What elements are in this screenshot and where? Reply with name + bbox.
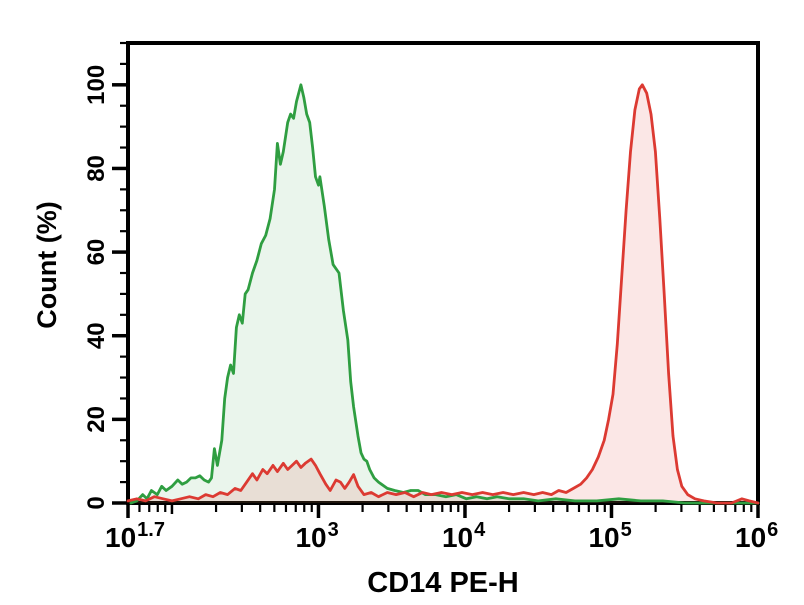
y-axis-tick-labels: 0 20 40 60 80 100 (83, 65, 110, 510)
x-tick-label: 105 (588, 519, 631, 553)
y-tick-label: 80 (83, 155, 110, 182)
histogram-series (126, 83, 760, 505)
plot-frame (126, 41, 760, 505)
y-tick-label: 20 (83, 406, 110, 433)
green-histogram-fill (130, 84, 758, 504)
x-axis-title: CD14 PE-H (367, 567, 519, 599)
y-tick-label: 100 (83, 65, 110, 105)
y-tick-label: 40 (83, 322, 110, 349)
x-tick-label: 106 (735, 519, 778, 553)
x-tick-label: 101.7 (105, 519, 165, 553)
y-tick-label: 60 (83, 239, 110, 266)
y-tick-label: 0 (83, 496, 110, 509)
x-tick-label: 104 (442, 519, 486, 553)
green-histogram-curve (129, 83, 760, 505)
red-histogram-fill (128, 84, 758, 504)
red-histogram-curve (126, 83, 760, 505)
x-axis-tick-labels: 101.7 103 104 105 106 (105, 519, 778, 553)
y-axis-title: Count (%) (32, 201, 62, 328)
x-tick-label: 103 (295, 519, 338, 553)
